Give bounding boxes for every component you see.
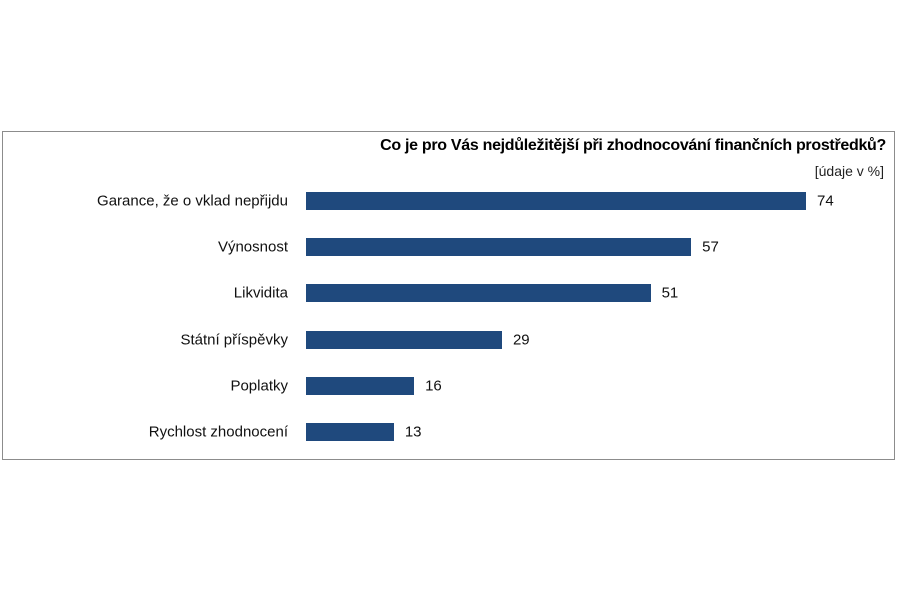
bar [306, 330, 502, 349]
data-label: 57 [702, 238, 719, 256]
data-label: 74 [817, 192, 834, 210]
data-label: 13 [404, 423, 422, 441]
category-label: Výnosnost [217, 238, 288, 256]
category-label: Likvidita [233, 284, 288, 302]
bar [306, 423, 394, 441]
bar [306, 192, 806, 210]
unit-label: [údaje v %] [814, 163, 884, 179]
category-label: Rychlost zhodnocení [148, 423, 288, 441]
bar [306, 284, 651, 303]
bar [306, 376, 415, 395]
data-label: 51 [661, 284, 679, 302]
category-label: Poplatky [230, 377, 288, 395]
chart-title: Co je pro Vás nejdůležitější při zhodnoc… [380, 137, 886, 154]
bar [306, 238, 692, 257]
category-label: Státní příspěvky [180, 331, 288, 349]
data-label: 29 [512, 331, 530, 349]
chart-frame [2, 131, 895, 460]
data-label: 16 [425, 377, 442, 395]
category-label: Garance, že o vklad nepřijdu [97, 192, 288, 210]
